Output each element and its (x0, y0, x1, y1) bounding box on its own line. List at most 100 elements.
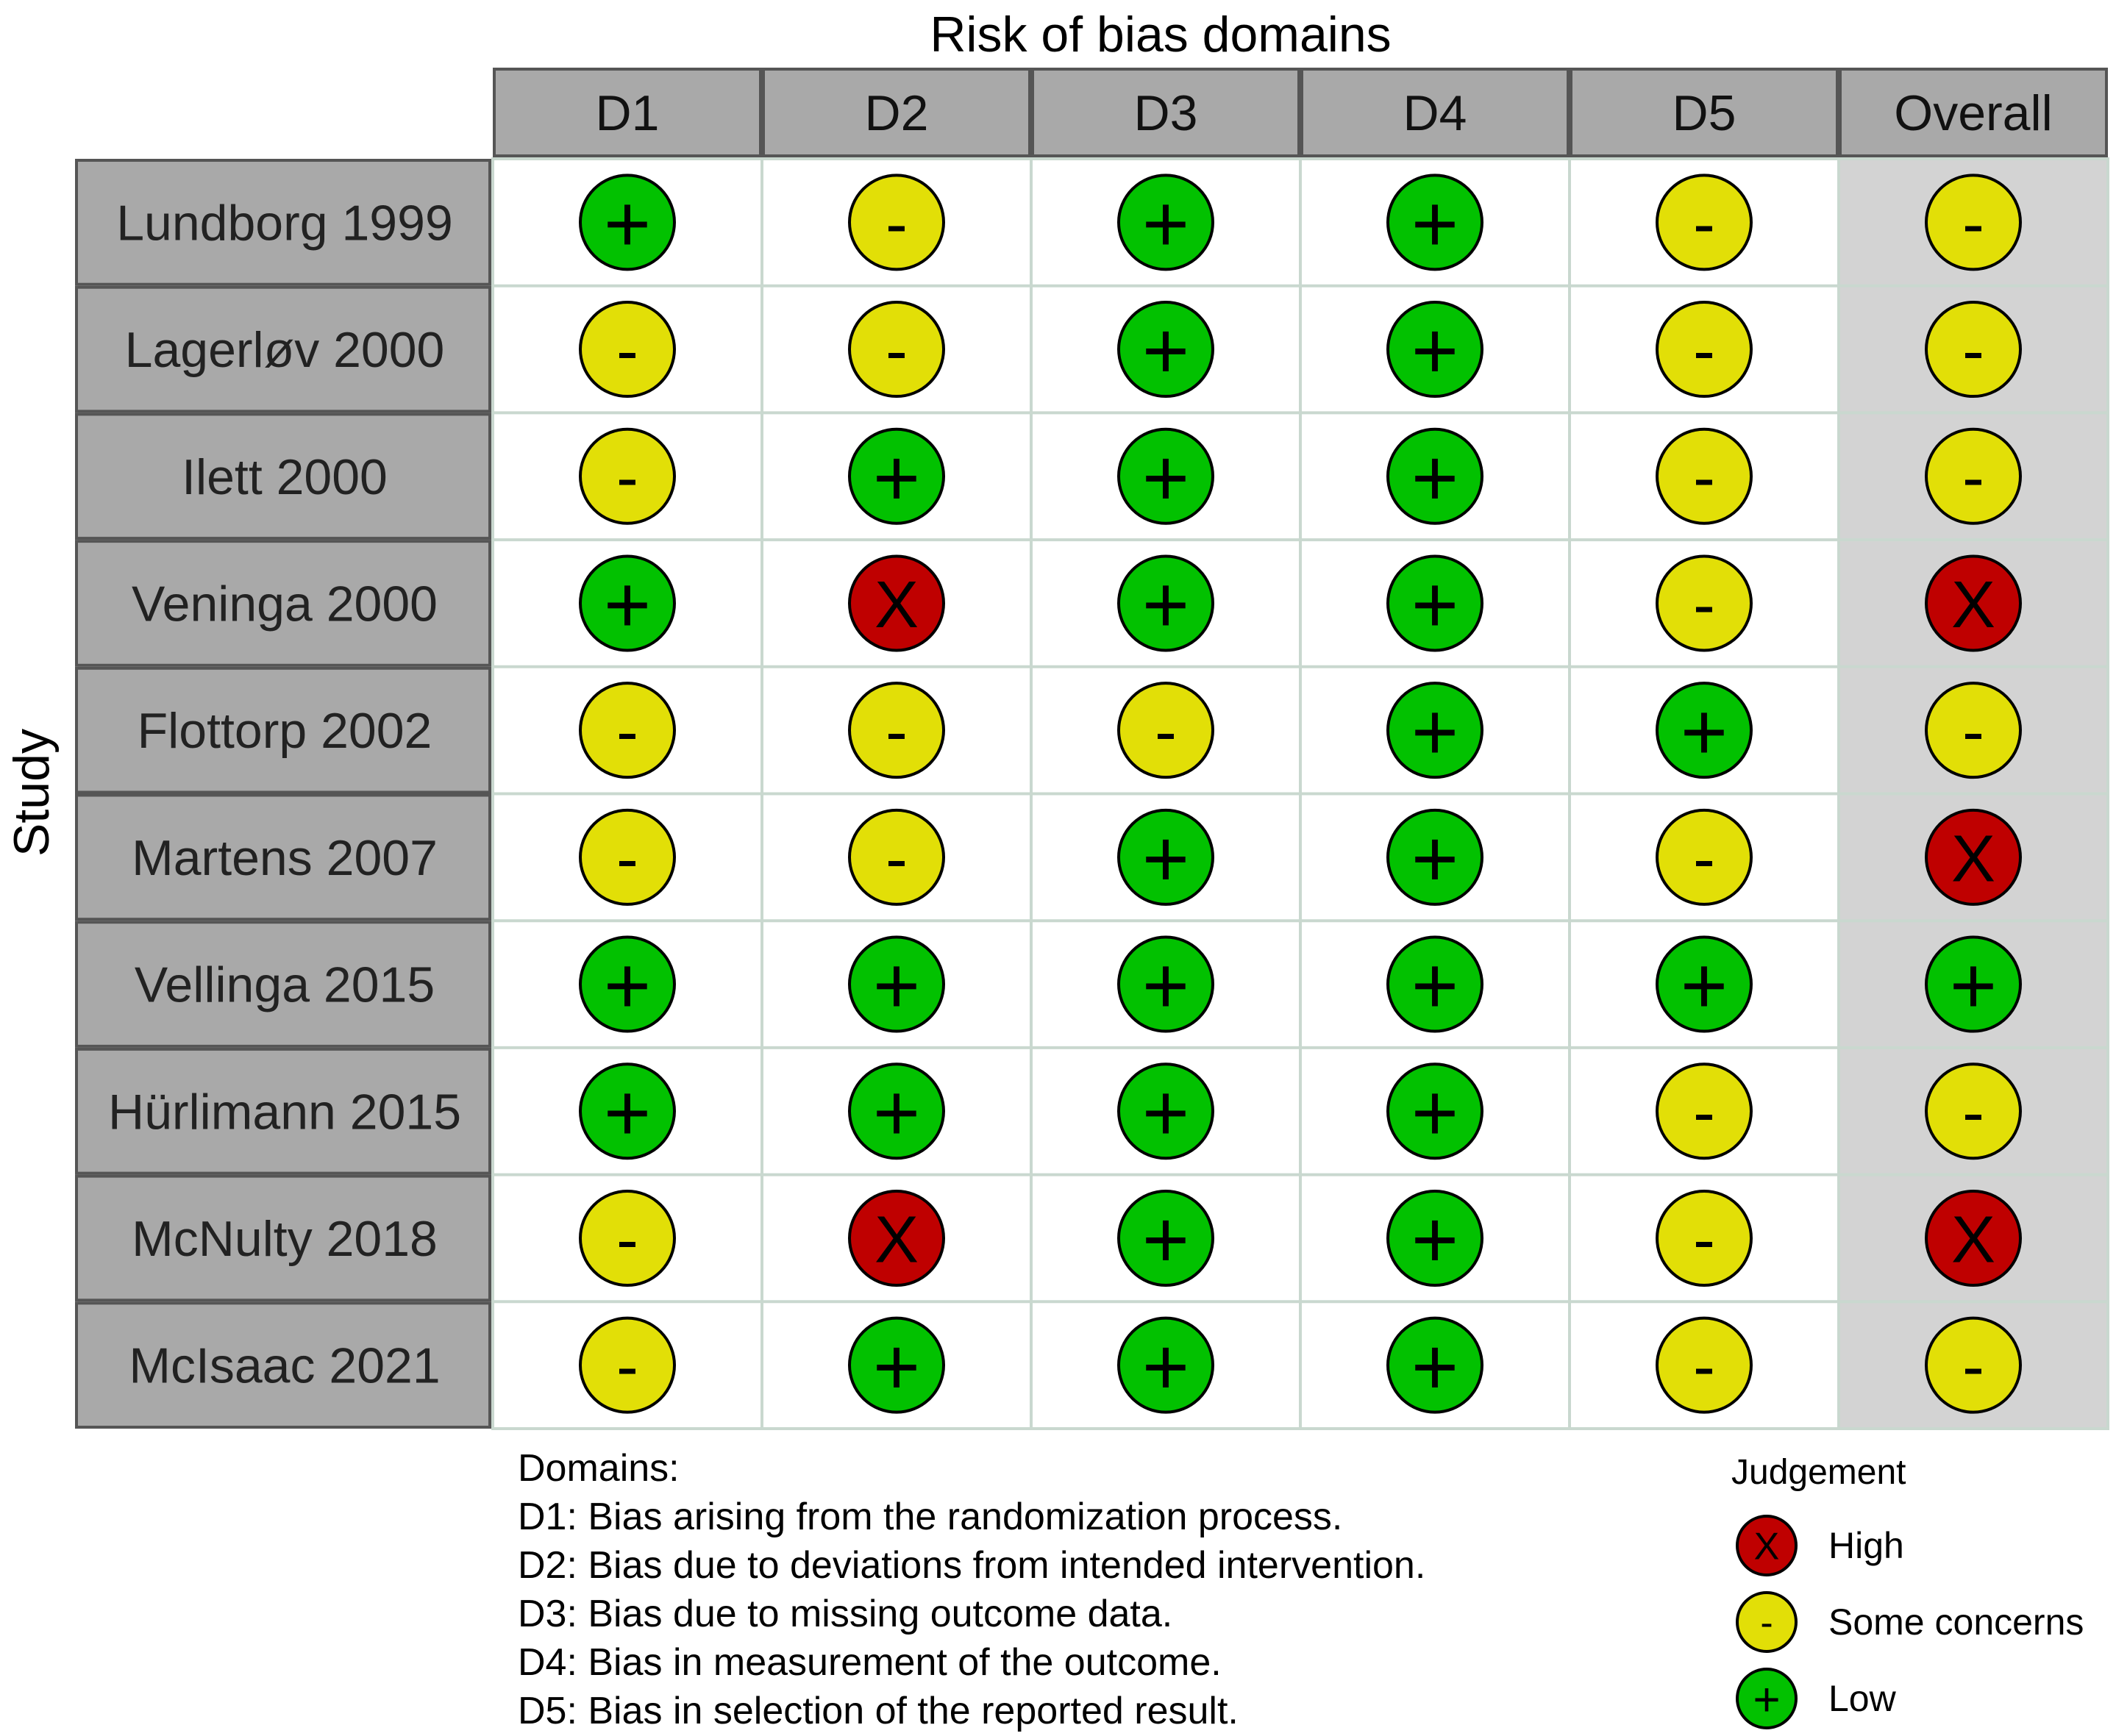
judgement-symbol: - (886, 822, 908, 896)
judgement-marker: + (848, 427, 945, 525)
judgement-symbol: + (1411, 560, 1458, 650)
judgement-circle (848, 554, 945, 652)
column-header-cell (1839, 68, 2108, 157)
judgement-marker: - (579, 1316, 676, 1414)
judgement-marker: - (1925, 427, 2022, 525)
judgement-marker: - (848, 301, 945, 399)
column-header-cell (493, 68, 762, 157)
judgement-marker: + (1656, 935, 1753, 1033)
judgement-circle (1656, 554, 1753, 652)
judgement-symbol: + (873, 1321, 920, 1412)
judgement-marker: - (579, 682, 676, 779)
judgement-circle (848, 1062, 945, 1160)
judgement-marker: X (848, 554, 945, 652)
judgement-circle (848, 174, 945, 271)
judgement-circle (1117, 427, 1214, 525)
judgement-symbol: + (1142, 432, 1189, 523)
judgement-circle (1656, 1062, 1753, 1160)
study-label: Flottorp 2002 (138, 703, 432, 759)
judgement-marker: + (848, 935, 945, 1033)
judgement-symbol: - (1962, 187, 1984, 261)
judgement-symbol: - (616, 822, 638, 896)
study-label-cell (75, 285, 491, 413)
judgement-symbol: - (1693, 568, 1715, 642)
judgement-marker: + (1925, 935, 2022, 1033)
legend: Judgement X High - Some concerns + Low (1731, 1453, 2084, 1729)
judgement-circle (1386, 1062, 1483, 1160)
judgement-marker: + (1117, 808, 1214, 906)
judgement-marker: - (579, 1189, 676, 1287)
judgement-circle (579, 554, 676, 652)
domain-description-d1: D1: Bias arising from the randomization … (518, 1496, 1342, 1538)
judgement-symbol: X (1951, 568, 1995, 642)
legend-marker: - (1736, 1591, 1798, 1653)
judgement-symbol: + (1753, 1673, 1780, 1726)
legend-marker: X (1736, 1515, 1798, 1576)
study-label: Lundborg 1999 (116, 195, 453, 251)
judgement-marker: + (848, 1316, 945, 1414)
judgement-circle (1925, 682, 2022, 779)
study-label: Vellinga 2015 (135, 957, 435, 1013)
judgement-symbol: - (1693, 441, 1715, 515)
judgement-marker: - (1656, 301, 1753, 399)
study-label-cell (75, 540, 491, 667)
study-label-cell (75, 1174, 491, 1302)
legend-title: Judgement (1731, 1453, 1906, 1492)
judgement-marker: - (1925, 301, 2022, 399)
study-label: Ilett 2000 (182, 449, 388, 505)
judgement-circle (1117, 174, 1214, 271)
judgement-symbol: - (1962, 696, 1984, 769)
judgement-symbol: + (1411, 432, 1458, 523)
judgement-circle (848, 301, 945, 399)
column-header-cell (1570, 68, 1839, 157)
judgement-circle (1925, 935, 2022, 1033)
judgement-symbol: - (1693, 314, 1715, 387)
judgement-marker: - (848, 174, 945, 271)
judgement-marker: - (1925, 1062, 2022, 1160)
judgement-circle (579, 682, 676, 779)
judgement-marker: + (1386, 1062, 1483, 1160)
study-label: Martens 2007 (132, 830, 438, 886)
judgement-marker: - (1656, 1062, 1753, 1160)
judgement-marker: - (1656, 1189, 1753, 1287)
judgement-marker: - (848, 808, 945, 906)
judgement-marker: X (1925, 808, 2022, 906)
judgement-symbol: X (874, 568, 919, 642)
judgement-symbol: + (873, 1068, 920, 1158)
judgement-symbol: + (1411, 1068, 1458, 1158)
judgement-symbol: + (1142, 1195, 1189, 1285)
judgement-symbol: - (1693, 1076, 1715, 1150)
study-label: McIsaac 2021 (129, 1338, 440, 1394)
judgement-circle (848, 1316, 945, 1414)
judgement-symbol: - (1760, 1602, 1773, 1645)
judgement-circle (848, 1189, 945, 1287)
judgement-symbol: - (616, 696, 638, 769)
judgement-marker: + (1117, 427, 1214, 525)
judgement-marker: + (1386, 1189, 1483, 1287)
judgement-circle (1117, 935, 1214, 1033)
judgement-marker: + (1656, 682, 1753, 779)
judgement-marker: - (1925, 174, 2022, 271)
judgement-circle (1925, 554, 2022, 652)
y-axis-label: Study (4, 729, 60, 857)
judgement-circle (1117, 554, 1214, 652)
study-label-cell (75, 666, 491, 794)
judgement-marker: + (1117, 1316, 1214, 1414)
judgement-symbol: - (1693, 1330, 1715, 1404)
legend-marker: + (1736, 1668, 1798, 1729)
study-label: Lagerløv 2000 (125, 322, 445, 378)
domain-description-d3: D3: Bias due to missing outcome data. (518, 1593, 1172, 1635)
judgement-symbol: + (873, 940, 920, 1031)
judgement-symbol: + (1411, 687, 1458, 777)
judgement-symbol: - (616, 1330, 638, 1404)
study-label-cell (75, 1301, 491, 1429)
column-header-label: D2 (865, 85, 929, 141)
legend-label: Some concerns (1828, 1601, 2084, 1643)
judgement-circle (1925, 174, 2022, 271)
judgement-circle (1117, 1189, 1214, 1287)
judgement-circle (848, 935, 945, 1033)
judgement-symbol: - (1693, 822, 1715, 896)
judgement-marker: + (1117, 1062, 1214, 1160)
study-label-cell (75, 921, 491, 1048)
